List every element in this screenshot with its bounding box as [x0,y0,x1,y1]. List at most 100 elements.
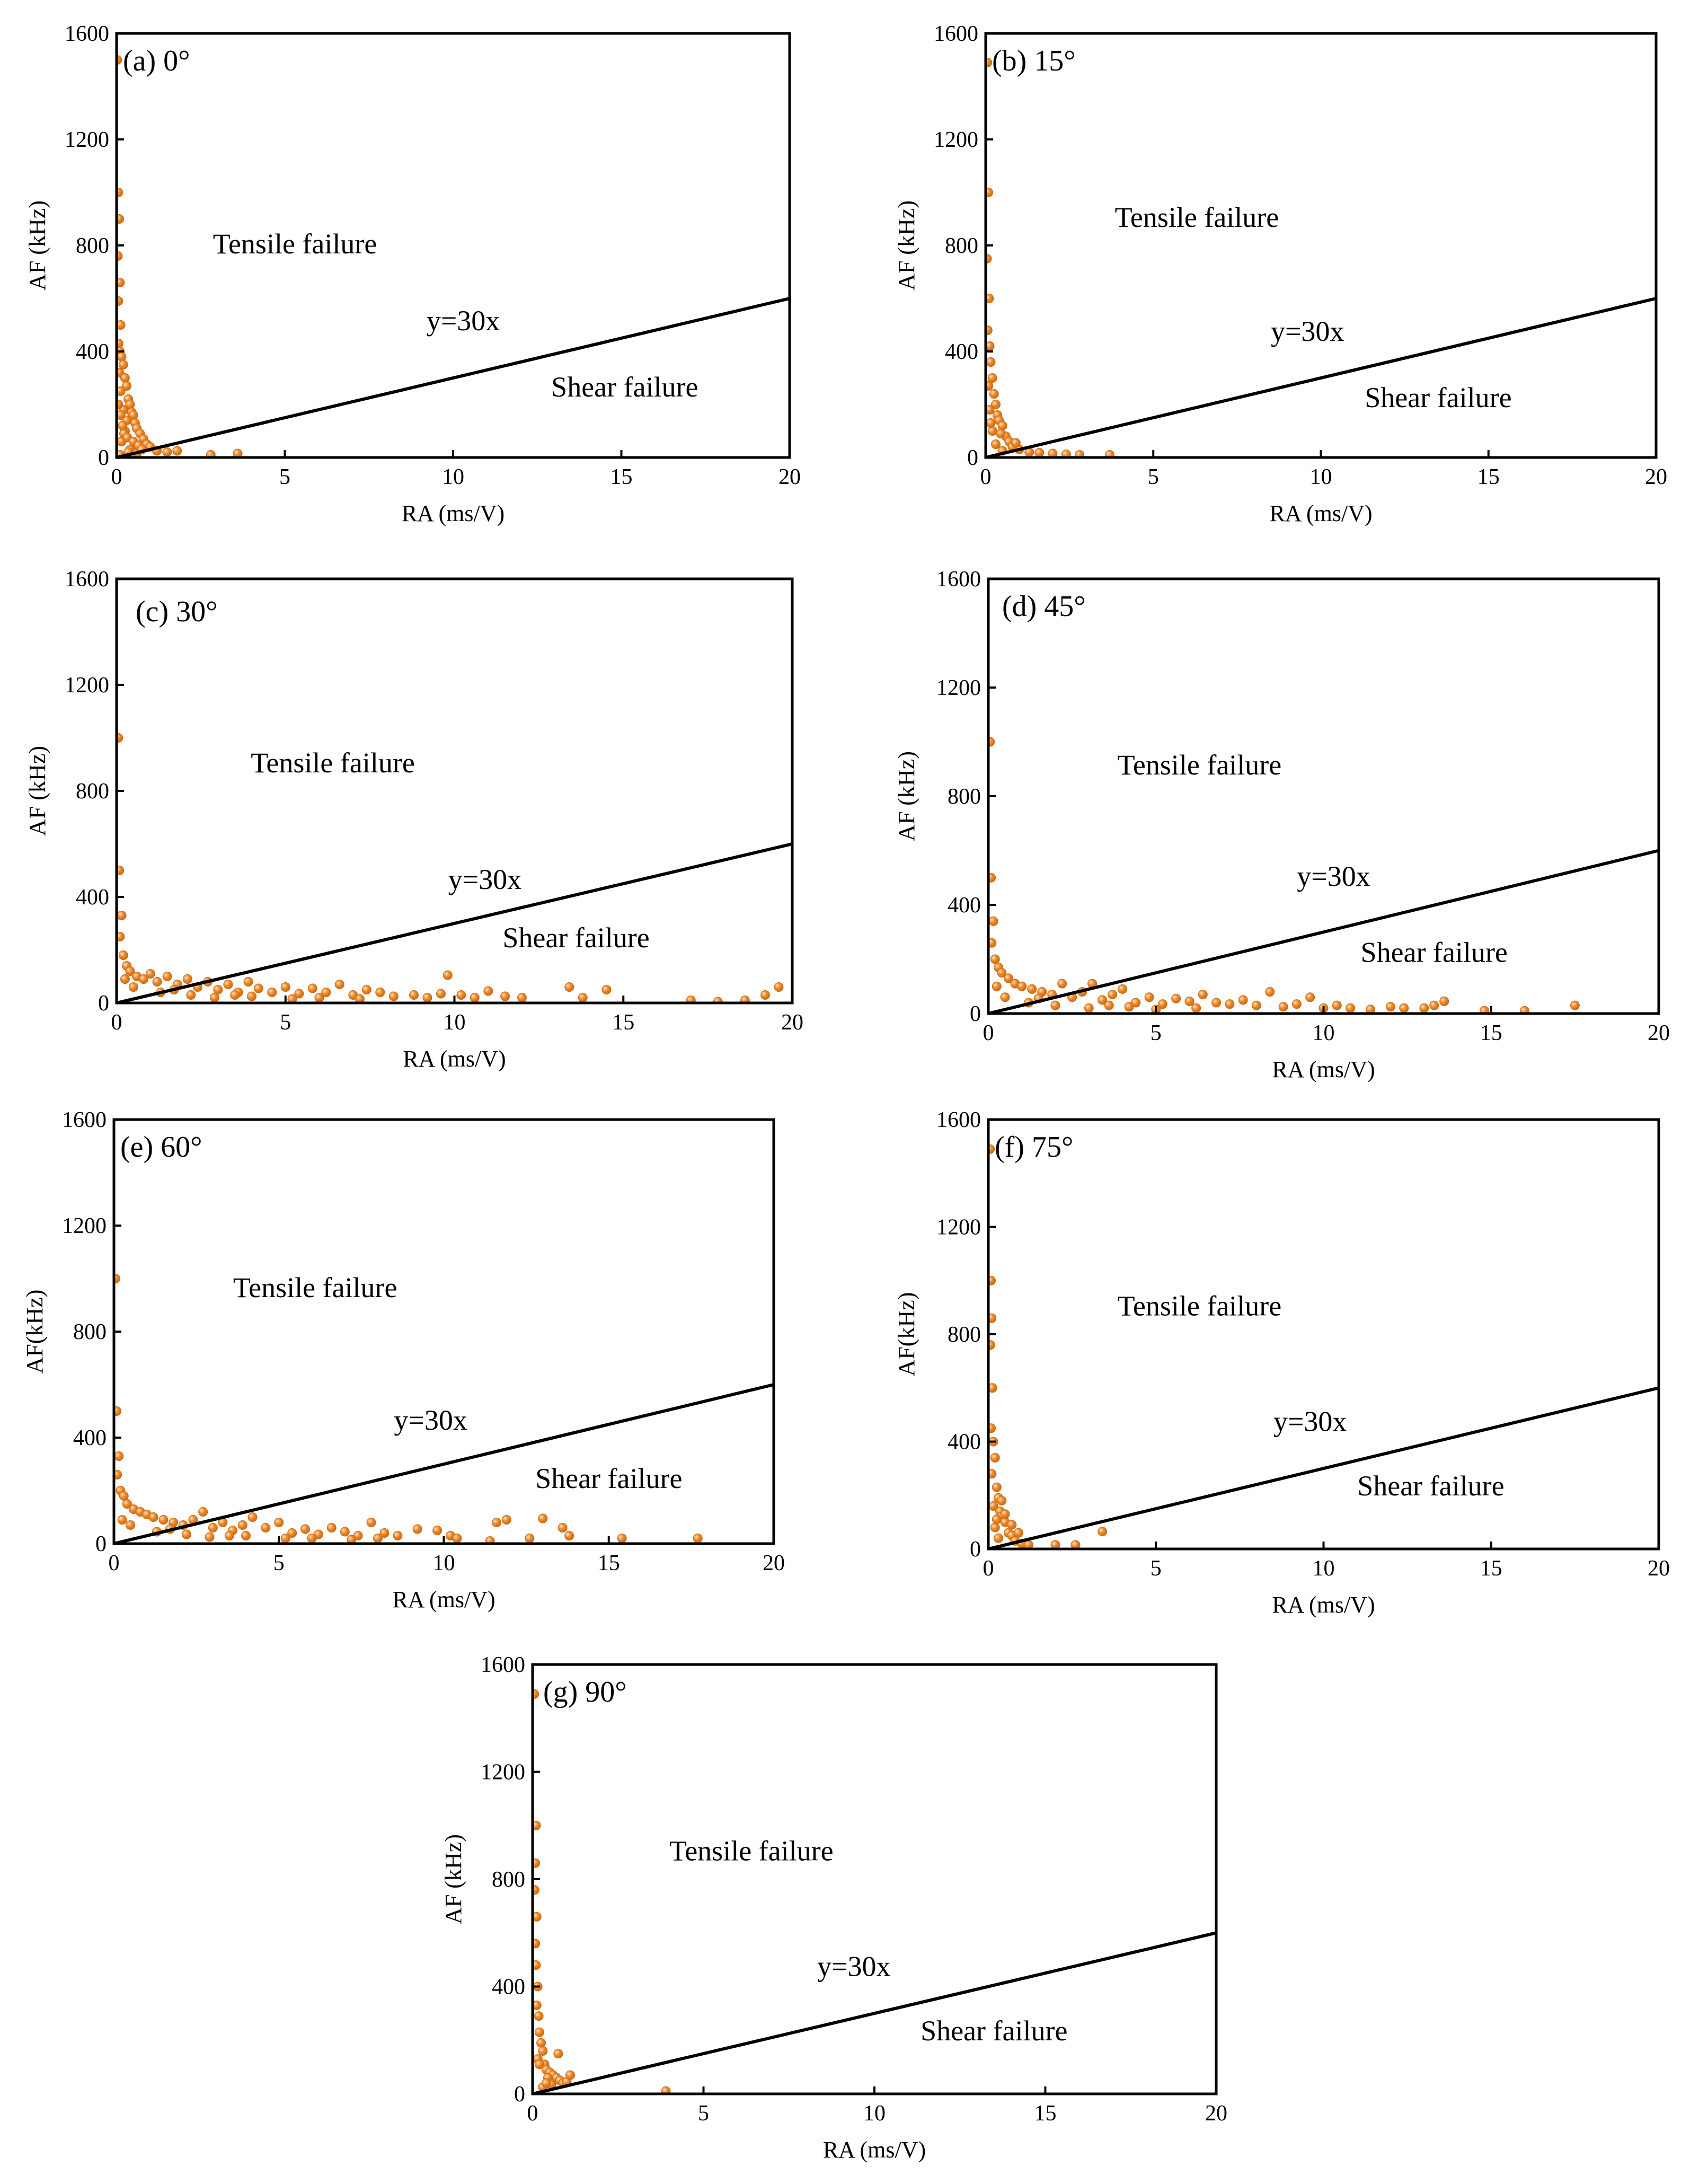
y-tick-label: 1200 [936,1216,981,1240]
y-axis-title: AF (kHz) [24,200,50,290]
x-tick-label: 10 [1313,1556,1335,1581]
data-point [558,1523,568,1533]
data-point [388,991,399,1001]
data-point [117,188,123,197]
data-points [114,1274,703,1544]
y-axis-title: AF (kHz) [24,746,50,836]
line-label: y=30x [1271,315,1344,347]
x-tick-label: 20 [1205,2101,1227,2126]
data-point [334,980,344,989]
region-label: Tensile failure [1115,201,1279,233]
data-point [117,911,127,920]
data-point [117,932,125,941]
panel-label: (a) 0° [123,45,190,77]
data-point [553,2049,563,2059]
data-point [1007,1520,1017,1530]
x-tick-label: 15 [1480,1021,1502,1045]
data-point [500,991,510,1001]
x-tick-label: 20 [781,1010,803,1035]
data-point [483,986,493,996]
data-point [989,389,999,399]
y-tick-label: 1600 [936,1108,981,1132]
data-point [578,993,588,1002]
y-tick-label: 1600 [65,567,109,592]
data-point [247,1512,258,1522]
data-point [373,1534,383,1543]
panel-label: (c) 30° [136,595,218,628]
data-points [986,58,1114,457]
x-tick-label: 15 [1480,1556,1502,1581]
data-point [114,1451,124,1461]
data-point [992,981,1002,991]
y-axis-title: AF(kHz) [893,1292,919,1377]
x-tick-label: 5 [280,1010,291,1035]
x-tick-label: 15 [598,1551,620,1575]
x-tick-label: 5 [1151,1556,1162,1581]
y-axis-title: AF (kHz) [893,200,919,290]
x-axis-title: RA (ms/V) [1272,1056,1375,1082]
data-point [120,974,130,984]
line-label: y=30x [448,864,521,895]
data-point [117,866,125,875]
data-point [541,2078,551,2088]
y-tick-label: 1600 [62,1108,107,1132]
data-point [117,320,126,330]
x-tick-label: 0 [983,1556,994,1581]
data-point [988,1383,997,1393]
chart-panel-c: 0 5 10 15 20 0 400 800 1200 1600 RA (ms/V) AF (kHz)… [24,567,803,1072]
data-point [990,1452,1000,1463]
y-tick-label: 400 [76,885,109,910]
data-point [393,1531,403,1540]
data-point [1439,996,1449,1006]
chart-panel-e: 0 5 10 15 20 0 400 800 1200 1600 RA (ms/V) AF(kHz) (… [22,1108,785,1613]
data-point [994,1533,1003,1543]
data-point [117,400,123,409]
data-point [233,448,243,457]
y-tick-label: 1200 [65,673,109,698]
data-point [321,988,331,997]
x-tick-label: 5 [279,465,290,489]
threshold-line [116,297,790,459]
data-point [760,990,770,1000]
y-tick-label: 1200 [934,128,978,152]
chart-panel-d: 0 5 10 15 20 0 400 800 1200 1600 RA (ms/V) AF (kHz)… [893,567,1670,1082]
y-tick-label: 800 [76,779,109,804]
data-point [412,1524,422,1534]
region-label: Shear failure [1361,937,1508,968]
line-label: y=30x [1273,1405,1347,1437]
data-point [1075,450,1085,457]
data-point [432,1526,443,1535]
region-label: Shear failure [551,371,698,403]
data-point [253,983,263,993]
data-point [208,1523,218,1533]
data-point [307,1534,317,1543]
x-tick-label: 15 [612,1010,634,1035]
x-tick-label: 20 [778,465,801,489]
data-point [1070,1540,1081,1549]
data-point [1211,998,1222,1008]
data-point [533,1939,541,1949]
region-label: Shear failure [1365,382,1511,413]
plot-frame [531,1663,1218,2095]
data-point [326,1523,337,1533]
y-tick-label: 400 [76,340,109,364]
data-point [988,1313,997,1323]
x-tick-label: 0 [527,2101,538,2126]
data-point [1520,1006,1529,1014]
data-point [533,1912,542,1922]
data-point [117,296,123,306]
plot-frame [115,577,794,1005]
data-point [1118,984,1127,994]
data-point [534,2011,544,2021]
data-point [1265,987,1275,997]
data-point [347,1535,357,1544]
x-tick-label: 0 [111,1010,122,1035]
y-tick-label: 0 [95,1532,107,1556]
data-points [988,737,1580,1014]
data-point [422,993,432,1002]
region-label: Shear failure [921,2015,1067,2047]
x-tick-label: 10 [1313,1021,1335,1045]
y-tick-label: 800 [492,1868,525,1892]
x-tick-label: 20 [1645,465,1667,489]
